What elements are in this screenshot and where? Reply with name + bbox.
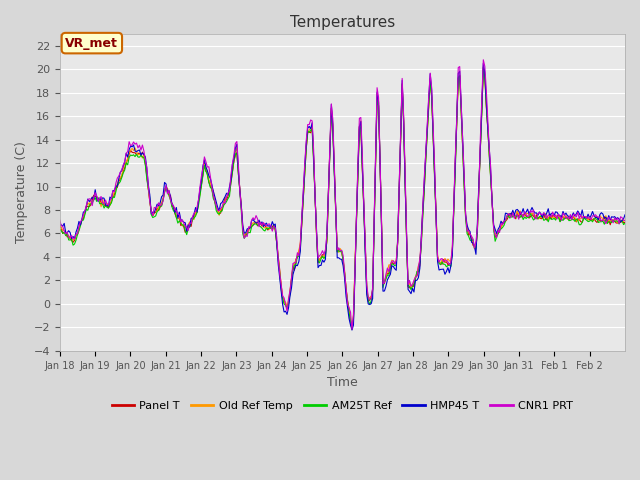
Old Ref Temp (56, 222, 63, 228)
HMP45 T (56, 222, 63, 228)
Old Ref Temp (621, 217, 629, 223)
HMP45 T (479, 60, 487, 66)
HMP45 T (621, 212, 629, 218)
AM25T Ref (75, 228, 83, 234)
Panel T (620, 220, 627, 226)
CNR1 PRT (347, 309, 355, 315)
CNR1 PRT (620, 217, 627, 223)
Legend: Panel T, Old Ref Temp, AM25T Ref, HMP45 T, CNR1 PRT: Panel T, Old Ref Temp, AM25T Ref, HMP45 … (108, 396, 577, 415)
Panel T (75, 224, 83, 230)
Line: HMP45 T: HMP45 T (60, 63, 625, 330)
Old Ref Temp (479, 65, 487, 71)
Old Ref Temp (348, 325, 356, 331)
AM25T Ref (56, 227, 63, 232)
HMP45 T (546, 213, 554, 219)
Old Ref Temp (75, 228, 83, 233)
Y-axis label: Temperature (C): Temperature (C) (15, 142, 28, 243)
Line: Panel T: Panel T (60, 68, 625, 325)
Panel T (621, 219, 629, 225)
HMP45 T (75, 218, 83, 224)
Old Ref Temp (347, 319, 355, 324)
Panel T (460, 180, 468, 186)
Title: Temperatures: Temperatures (290, 15, 395, 30)
Line: AM25T Ref: AM25T Ref (60, 67, 625, 330)
CNR1 PRT (348, 326, 356, 332)
AM25T Ref (348, 327, 356, 333)
Old Ref Temp (620, 218, 627, 224)
Old Ref Temp (93, 196, 100, 202)
Panel T (479, 65, 487, 71)
HMP45 T (348, 327, 356, 333)
HMP45 T (347, 322, 355, 328)
AM25T Ref (546, 215, 554, 220)
Panel T (546, 213, 554, 219)
Text: VR_met: VR_met (65, 36, 118, 49)
Panel T (93, 193, 100, 199)
CNR1 PRT (56, 217, 63, 223)
CNR1 PRT (621, 217, 629, 223)
X-axis label: Time: Time (327, 376, 358, 389)
CNR1 PRT (479, 57, 487, 63)
CNR1 PRT (75, 224, 83, 229)
AM25T Ref (460, 184, 468, 190)
AM25T Ref (620, 222, 627, 228)
AM25T Ref (621, 220, 629, 226)
AM25T Ref (93, 199, 100, 204)
Old Ref Temp (546, 212, 554, 218)
Line: CNR1 PRT: CNR1 PRT (60, 60, 625, 329)
Panel T (347, 318, 355, 324)
CNR1 PRT (460, 172, 468, 178)
HMP45 T (460, 173, 468, 179)
Panel T (348, 323, 356, 328)
Old Ref Temp (460, 178, 468, 184)
Line: Old Ref Temp: Old Ref Temp (60, 68, 625, 328)
AM25T Ref (347, 318, 355, 324)
Panel T (56, 222, 63, 228)
HMP45 T (93, 195, 100, 201)
CNR1 PRT (93, 193, 100, 199)
HMP45 T (620, 216, 627, 222)
AM25T Ref (479, 64, 487, 70)
CNR1 PRT (546, 213, 554, 218)
